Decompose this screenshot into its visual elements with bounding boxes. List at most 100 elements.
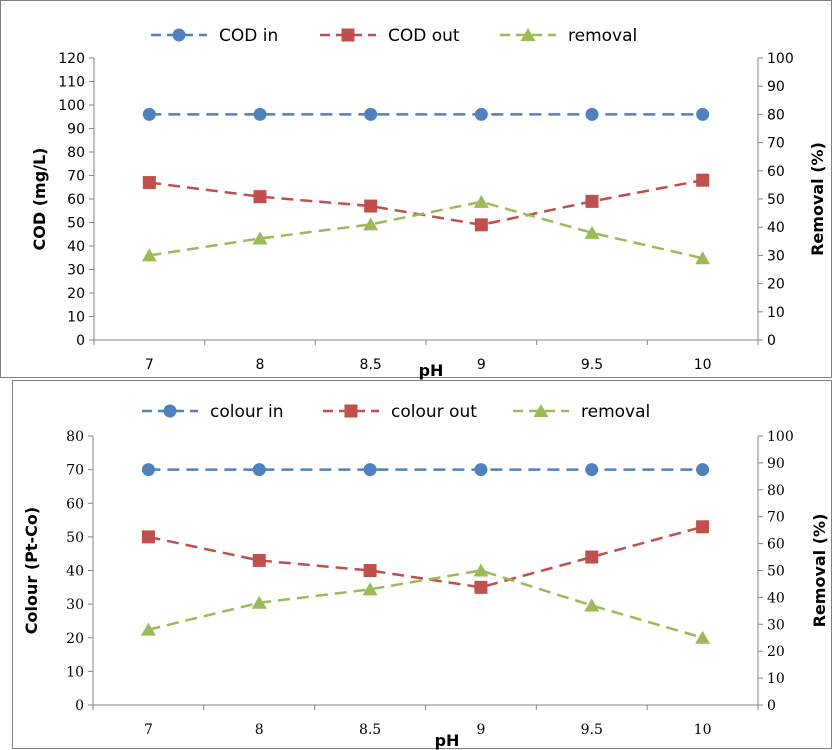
data-point (252, 463, 266, 477)
data-point (695, 251, 711, 265)
x-axis-title: pH (419, 361, 444, 380)
data-point (696, 173, 710, 187)
x-tick-label: 8.5 (359, 722, 381, 738)
right-tick-label: 40 (767, 220, 785, 236)
left-tick-label: 120 (58, 51, 85, 67)
left-tick-label: 10 (67, 310, 85, 326)
data-point (140, 622, 156, 636)
legend-label: removal (568, 26, 637, 46)
legend-entry: removal (513, 402, 650, 422)
right-tick-label: 20 (767, 277, 785, 293)
left-tick-label: 30 (66, 597, 84, 613)
left-tick-label: 50 (66, 530, 84, 546)
series-square-group (141, 520, 710, 594)
data-point (363, 217, 379, 231)
cod-chart: 0 10 20 30 40 50 60 70 80 90 100 110 120 0 10 20 30 40 50 6… (30, 26, 827, 380)
left-tick-label: 90 (67, 122, 85, 138)
data-point (584, 225, 600, 239)
series-line (148, 569, 703, 639)
left-tick-label: 40 (67, 239, 85, 255)
legend-entry: COD out (320, 26, 460, 46)
right-tick-label: 60 (767, 537, 785, 553)
left-tick-label: 60 (66, 496, 84, 512)
legend-label: removal (581, 402, 650, 422)
right-tick-label: 50 (767, 192, 785, 208)
left-tick-label: 50 (67, 216, 85, 232)
x-axis-title: pH (435, 731, 460, 750)
y2-axis-title: Removal (%) (810, 514, 829, 628)
right-tick-label: 70 (767, 136, 785, 152)
data-point (141, 248, 157, 262)
left-tick-label: 30 (67, 263, 85, 279)
legend-marker (172, 28, 186, 42)
left-tick-label: 80 (67, 145, 85, 161)
series-circle-group (141, 463, 710, 477)
series-circle-group (142, 107, 710, 121)
data-point (473, 194, 489, 208)
left-tick-label: 0 (75, 698, 84, 714)
left-tick-label: 20 (67, 286, 85, 302)
right-tick-label: 10 (767, 671, 785, 687)
legend-entry: colour out (323, 402, 477, 422)
legend-label: colour in (210, 402, 284, 422)
legend-marker (533, 404, 549, 417)
left-tick-label: 70 (66, 463, 84, 479)
right-tick-label: 80 (767, 107, 785, 123)
series-line (148, 525, 703, 589)
data-point (696, 463, 710, 477)
right-tick-label: 100 (767, 429, 794, 445)
series-triangle-group (141, 194, 711, 265)
colour-chart-panel: 0 10 20 30 40 50 60 70 80 0 10 20 30 40 50 60 70 80 90 100 7… (12, 380, 832, 750)
colour-chart: 0 10 20 30 40 50 60 70 80 0 10 20 30 40 50 60 70 80 90 100 7… (22, 402, 829, 750)
right-tick-label: 20 (767, 644, 785, 660)
right-tick-label: 40 (767, 590, 785, 606)
data-point (142, 176, 156, 190)
data-point (474, 107, 488, 121)
data-point (474, 218, 488, 232)
right-tick-label: 90 (767, 79, 785, 95)
x-tick-label: 8 (255, 722, 264, 738)
data-point (585, 463, 599, 477)
data-point (696, 520, 710, 534)
legend-marker (163, 404, 177, 418)
left-tick-label: 100 (58, 98, 85, 114)
left-tick-label: 10 (66, 664, 84, 680)
x-tick-label: 7 (145, 357, 154, 373)
right-tick-label: 90 (767, 456, 785, 472)
right-tick-label: 80 (767, 483, 785, 499)
x-tick-label: 9.5 (581, 722, 603, 738)
legend-label: COD in (219, 26, 278, 46)
left-tick-label: 110 (58, 75, 85, 91)
right-tick-label: 70 (767, 510, 785, 526)
right-tick-label: 100 (767, 51, 794, 67)
right-tick-label: 30 (767, 248, 785, 264)
left-tick-label: 80 (66, 429, 84, 445)
data-point (473, 563, 489, 577)
legend-entry: removal (500, 26, 637, 46)
data-point (252, 231, 268, 245)
x-tick-label: 7 (144, 722, 153, 738)
cod-chart-panel: 0 10 20 30 40 50 60 70 80 90 100 110 120 0 10 20 30 40 50 6… (0, 0, 832, 380)
left-tick-label: 40 (66, 564, 84, 580)
series-line (149, 200, 703, 260)
data-point (474, 580, 488, 594)
data-point (585, 550, 599, 564)
y-axis-title: Colour (Pt-Co) (22, 507, 41, 634)
legend-entry: colour in (142, 402, 284, 422)
data-point (696, 107, 710, 121)
data-point (141, 463, 155, 477)
right-tick-label: 50 (767, 564, 785, 580)
y-axis-title: COD (mg/L) (30, 148, 49, 251)
legend-marker (520, 28, 536, 41)
right-tick-label: 30 (767, 617, 785, 633)
x-tick-label: 9 (476, 722, 485, 738)
data-point (253, 190, 267, 204)
legend-marker (344, 404, 358, 418)
data-point (364, 107, 378, 121)
right-tick-label: 60 (767, 164, 785, 180)
left-tick-label: 20 (66, 631, 84, 647)
left-tick-label: 0 (76, 333, 85, 349)
right-tick-label: 0 (767, 333, 776, 349)
x-tick-label: 8 (256, 357, 265, 373)
data-point (252, 553, 266, 567)
